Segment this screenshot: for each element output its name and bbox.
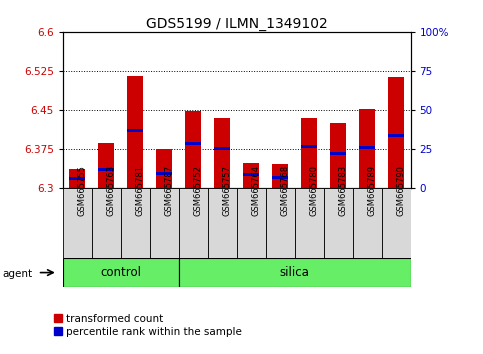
- Title: GDS5199 / ILMN_1349102: GDS5199 / ILMN_1349102: [146, 17, 327, 31]
- Bar: [272, 164, 288, 188]
- Bar: [272, 176, 288, 179]
- Bar: [179, 258, 411, 287]
- Text: GSM665787: GSM665787: [164, 165, 173, 216]
- Bar: [388, 134, 404, 137]
- Text: GSM665790: GSM665790: [396, 165, 405, 216]
- Bar: [185, 142, 201, 145]
- Bar: [324, 188, 353, 258]
- Bar: [214, 118, 230, 188]
- Bar: [359, 145, 375, 149]
- Text: agent: agent: [2, 269, 32, 279]
- Text: GSM665764: GSM665764: [251, 165, 260, 216]
- Bar: [128, 76, 143, 188]
- Text: GSM665768: GSM665768: [280, 165, 289, 216]
- Bar: [70, 170, 85, 188]
- Bar: [330, 123, 346, 188]
- Bar: [301, 144, 317, 148]
- Legend: transformed count, percentile rank within the sample: transformed count, percentile rank withi…: [54, 314, 242, 337]
- Bar: [128, 129, 143, 132]
- Text: silica: silica: [280, 266, 310, 279]
- Bar: [92, 188, 121, 258]
- Text: GSM665763: GSM665763: [106, 165, 115, 216]
- Bar: [243, 163, 259, 188]
- Bar: [185, 111, 201, 188]
- Bar: [156, 172, 172, 175]
- Text: GSM665783: GSM665783: [338, 165, 347, 216]
- Text: GSM665755: GSM665755: [77, 165, 86, 216]
- Bar: [330, 152, 346, 155]
- Bar: [382, 188, 411, 258]
- Text: GSM665752: GSM665752: [193, 165, 202, 216]
- Text: GSM665781: GSM665781: [135, 165, 144, 216]
- Bar: [214, 147, 230, 150]
- Bar: [359, 109, 375, 188]
- Bar: [63, 258, 179, 287]
- Bar: [295, 188, 324, 258]
- Bar: [121, 188, 150, 258]
- Bar: [179, 188, 208, 258]
- Bar: [99, 168, 114, 171]
- Bar: [70, 177, 85, 180]
- Text: control: control: [100, 266, 141, 279]
- Bar: [266, 188, 295, 258]
- Bar: [156, 149, 172, 188]
- Text: GSM665780: GSM665780: [309, 165, 318, 216]
- Bar: [208, 188, 237, 258]
- Bar: [353, 188, 382, 258]
- Bar: [99, 143, 114, 188]
- Text: GSM665789: GSM665789: [367, 165, 376, 216]
- Bar: [150, 188, 179, 258]
- Bar: [301, 118, 317, 188]
- Bar: [237, 188, 266, 258]
- Bar: [388, 77, 404, 188]
- Bar: [243, 173, 259, 176]
- Text: GSM665757: GSM665757: [222, 165, 231, 216]
- Bar: [63, 188, 92, 258]
